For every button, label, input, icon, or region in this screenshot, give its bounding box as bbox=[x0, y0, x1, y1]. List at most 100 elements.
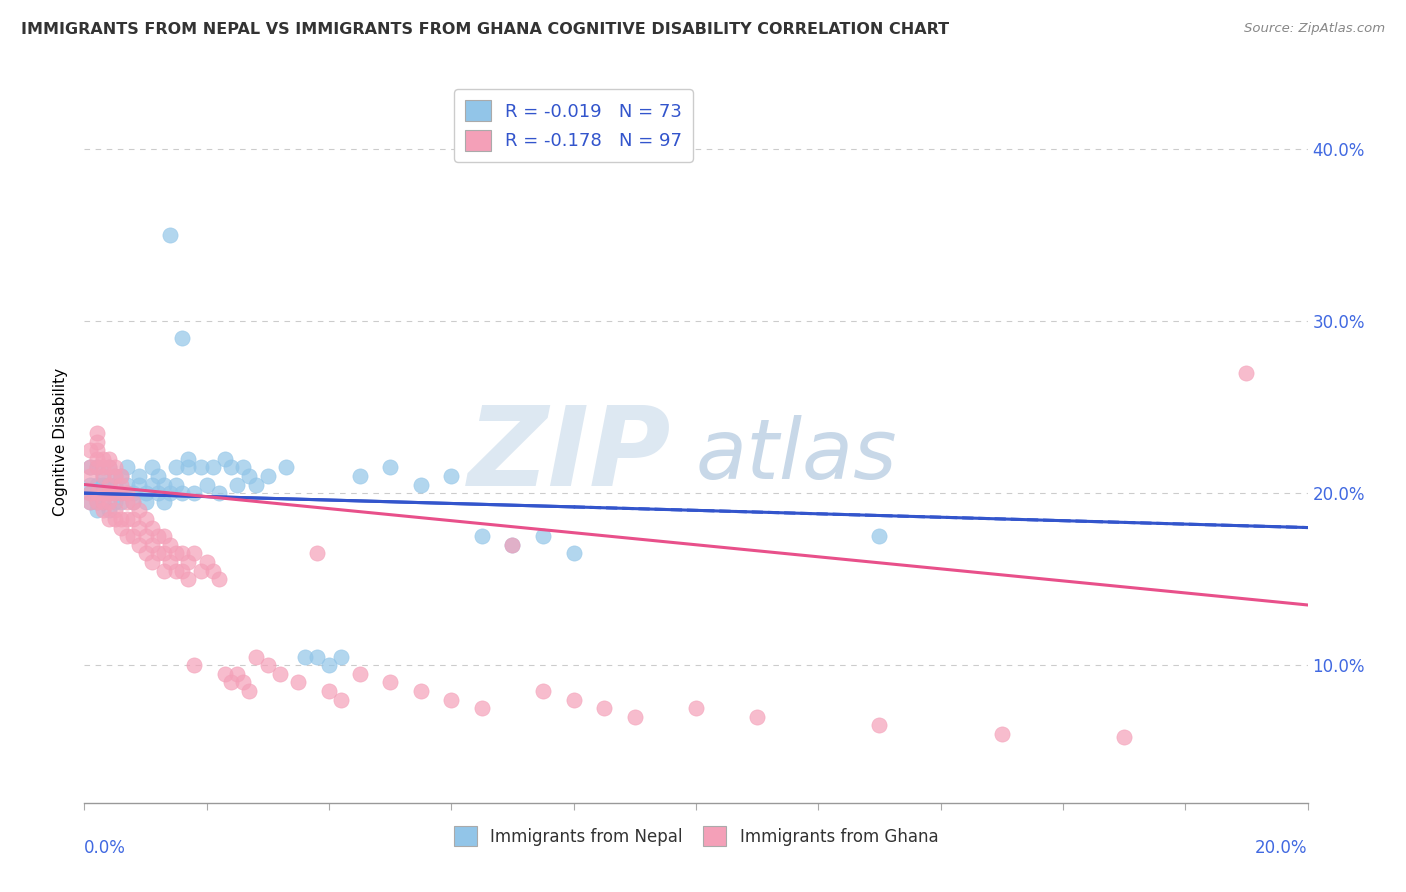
Point bbox=[104, 469, 127, 483]
Point bbox=[624, 710, 647, 724]
Point bbox=[562, 692, 585, 706]
Point bbox=[330, 649, 353, 664]
Point bbox=[91, 451, 114, 466]
Point bbox=[110, 469, 132, 483]
Point bbox=[110, 486, 132, 500]
Point bbox=[177, 555, 200, 569]
Point bbox=[122, 512, 145, 526]
Point bbox=[153, 494, 176, 508]
Point bbox=[153, 564, 176, 578]
Point bbox=[214, 666, 236, 681]
Text: 20.0%: 20.0% bbox=[1256, 838, 1308, 857]
Point bbox=[380, 460, 402, 475]
Point bbox=[115, 477, 138, 491]
Point bbox=[245, 477, 267, 491]
Point bbox=[135, 486, 157, 500]
Point bbox=[110, 469, 132, 483]
Point bbox=[141, 538, 163, 552]
Point bbox=[86, 460, 108, 475]
Point bbox=[97, 451, 120, 466]
Point bbox=[91, 486, 114, 500]
Point bbox=[177, 572, 200, 586]
Point bbox=[79, 469, 101, 483]
Point bbox=[172, 486, 194, 500]
Point bbox=[86, 494, 108, 508]
Point bbox=[97, 503, 120, 517]
Point bbox=[79, 494, 101, 508]
Point bbox=[287, 675, 309, 690]
Point bbox=[91, 503, 114, 517]
Point bbox=[115, 486, 138, 500]
Point bbox=[159, 228, 181, 243]
Point bbox=[165, 564, 187, 578]
Point bbox=[104, 469, 127, 483]
Point bbox=[349, 469, 371, 483]
Point bbox=[128, 469, 150, 483]
Point bbox=[305, 649, 328, 664]
Point bbox=[195, 555, 218, 569]
Point bbox=[79, 477, 101, 491]
Point bbox=[115, 529, 138, 543]
Point bbox=[110, 494, 132, 508]
Point bbox=[141, 555, 163, 569]
Point bbox=[219, 460, 242, 475]
Point bbox=[257, 469, 280, 483]
Point bbox=[190, 564, 212, 578]
Point bbox=[91, 494, 114, 508]
Point bbox=[115, 512, 138, 526]
Point bbox=[146, 529, 169, 543]
Point bbox=[104, 486, 127, 500]
Point bbox=[141, 460, 163, 475]
Point bbox=[86, 486, 108, 500]
Point bbox=[747, 710, 769, 724]
Point bbox=[183, 658, 205, 673]
Point bbox=[440, 469, 463, 483]
Point bbox=[122, 529, 145, 543]
Point bbox=[1114, 731, 1136, 745]
Point bbox=[115, 486, 138, 500]
Point bbox=[141, 520, 163, 534]
Point bbox=[122, 494, 145, 508]
Point bbox=[219, 675, 242, 690]
Point bbox=[409, 477, 432, 491]
Point bbox=[269, 666, 291, 681]
Point bbox=[305, 546, 328, 560]
Point bbox=[201, 460, 224, 475]
Point bbox=[141, 477, 163, 491]
Point bbox=[104, 494, 127, 508]
Point bbox=[97, 460, 120, 475]
Point bbox=[869, 718, 891, 732]
Point bbox=[135, 529, 157, 543]
Point bbox=[86, 503, 108, 517]
Point bbox=[91, 460, 114, 475]
Point bbox=[869, 529, 891, 543]
Point bbox=[159, 538, 181, 552]
Text: IMMIGRANTS FROM NEPAL VS IMMIGRANTS FROM GHANA COGNITIVE DISABILITY CORRELATION : IMMIGRANTS FROM NEPAL VS IMMIGRANTS FROM… bbox=[21, 22, 949, 37]
Point bbox=[146, 546, 169, 560]
Point bbox=[471, 701, 494, 715]
Point bbox=[685, 701, 707, 715]
Point bbox=[97, 477, 120, 491]
Point bbox=[330, 692, 353, 706]
Point bbox=[79, 460, 101, 475]
Point bbox=[257, 658, 280, 673]
Point bbox=[153, 477, 176, 491]
Point bbox=[208, 572, 231, 586]
Legend: Immigrants from Nepal, Immigrants from Ghana: Immigrants from Nepal, Immigrants from G… bbox=[447, 820, 945, 852]
Point bbox=[238, 469, 260, 483]
Point bbox=[91, 494, 114, 508]
Point bbox=[79, 486, 101, 500]
Point bbox=[593, 701, 616, 715]
Point bbox=[86, 486, 108, 500]
Point bbox=[172, 331, 194, 345]
Point bbox=[238, 684, 260, 698]
Point bbox=[201, 564, 224, 578]
Point bbox=[122, 486, 145, 500]
Point bbox=[208, 486, 231, 500]
Point bbox=[232, 460, 254, 475]
Point bbox=[91, 477, 114, 491]
Text: Source: ZipAtlas.com: Source: ZipAtlas.com bbox=[1244, 22, 1385, 36]
Point bbox=[153, 529, 176, 543]
Point bbox=[349, 666, 371, 681]
Point bbox=[502, 538, 524, 552]
